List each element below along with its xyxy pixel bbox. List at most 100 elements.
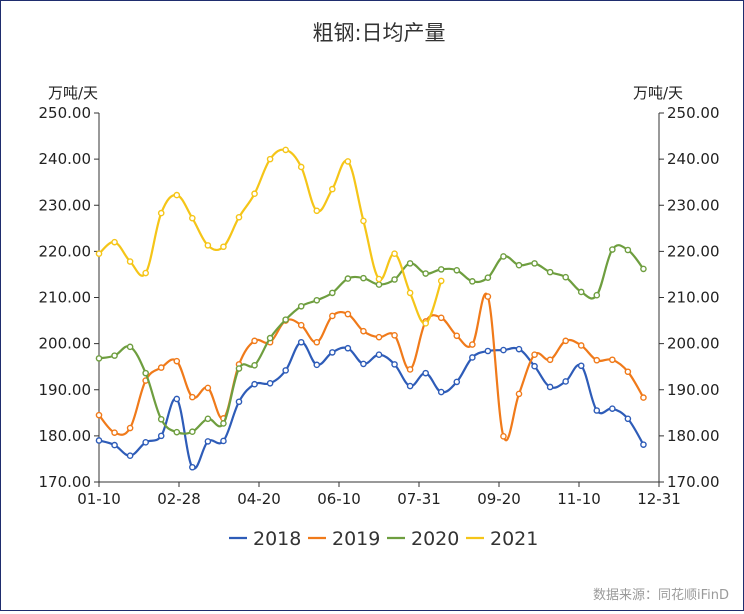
y-tick-label-left: 220.00	[39, 242, 92, 260]
data-point-2021	[406, 289, 414, 297]
y-tick-label-left: 250.00	[39, 104, 92, 122]
data-point-2020	[157, 415, 165, 423]
data-point-2019	[391, 332, 398, 339]
data-point-2018	[437, 388, 445, 396]
data-point-2020	[484, 274, 492, 281]
data-point-2021	[313, 207, 321, 215]
data-point-2021	[297, 163, 305, 171]
data-point-2019	[329, 312, 336, 320]
data-point-2019	[453, 332, 461, 340]
data-point-2018	[157, 432, 165, 440]
x-tick-label: 09-20	[477, 490, 521, 508]
data-point-2019	[204, 384, 212, 392]
x-tick-label: 11-10	[557, 490, 601, 508]
series-line-2021	[98, 148, 443, 325]
y-tick-label-right: 180.00	[667, 427, 720, 445]
data-point-2021	[344, 158, 352, 165]
y-axis-unit-left: 万吨/天	[48, 84, 98, 102]
data-point-2020	[95, 355, 103, 362]
data-point-2021	[95, 250, 103, 257]
legend-label-2021: 2021	[490, 528, 538, 550]
y-tick-label-right: 190.00	[667, 381, 720, 399]
data-point-2019	[593, 356, 601, 364]
data-point-2018	[577, 362, 585, 370]
legend-label-2019: 2019	[332, 528, 380, 550]
data-point-2019	[251, 337, 258, 345]
data-point-2018	[422, 369, 429, 377]
legend: 2018 2019 2020 2021	[229, 528, 538, 550]
data-point-2018	[297, 338, 305, 346]
data-point-2021	[173, 191, 181, 199]
data-point-2020	[515, 261, 523, 269]
data-point-2018	[515, 345, 523, 353]
data-point-2018	[593, 407, 601, 414]
data-point-2018	[282, 367, 289, 374]
data-point-2020	[500, 253, 507, 260]
data-source: 数据来源：同花顺iFinD	[593, 587, 729, 603]
data-point-2018	[406, 382, 414, 390]
data-point-2019	[546, 356, 554, 364]
data-point-2018	[111, 441, 118, 449]
y-tick-label-left: 200.00	[39, 335, 92, 353]
data-point-2018	[546, 383, 554, 391]
y-tick-label-right: 240.00	[667, 150, 720, 168]
data-point-2020	[282, 316, 289, 323]
data-point-2019	[344, 310, 352, 318]
series-lines	[95, 146, 647, 471]
data-point-2020	[297, 302, 305, 310]
data-point-2021	[204, 242, 212, 249]
data-point-2019	[531, 351, 538, 358]
legend-label-2018: 2018	[253, 528, 301, 550]
data-point-2018	[173, 395, 181, 403]
data-point-2020	[422, 270, 429, 277]
series-line-2019	[98, 292, 645, 442]
y-tick-label-left: 190.00	[39, 381, 92, 399]
data-point-2021	[220, 243, 227, 251]
data-point-2018	[344, 344, 352, 352]
data-point-2018	[220, 437, 227, 445]
data-point-2018	[469, 354, 476, 361]
y-tick-label-right: 230.00	[667, 196, 720, 214]
data-point-2021	[329, 185, 336, 193]
data-point-2019	[111, 429, 118, 436]
data-point-2019	[360, 327, 367, 335]
data-point-2018	[624, 415, 632, 423]
data-point-2021	[142, 269, 149, 277]
data-point-2020	[375, 281, 383, 288]
series-line-2020	[98, 244, 645, 435]
data-point-2019	[469, 341, 476, 348]
data-point-2018	[360, 360, 367, 368]
y-tick-label-left: 240.00	[39, 150, 92, 168]
data-point-2020	[453, 266, 461, 274]
data-point-2019	[562, 337, 569, 345]
data-point-2020	[469, 278, 476, 285]
data-point-2020	[266, 334, 274, 342]
axes: 170.00 170.00 180.00 180.00 190.00 190.00 200.…	[39, 104, 720, 508]
data-point-2018	[453, 378, 461, 386]
data-point-2019	[437, 314, 445, 322]
y-tick-label-right: 220.00	[667, 242, 720, 260]
data-point-2019	[126, 424, 134, 432]
data-point-2020	[204, 415, 212, 423]
y-axis-unit-right: 万吨/天	[633, 84, 683, 102]
data-point-2019	[640, 394, 647, 401]
data-point-2020	[531, 260, 538, 267]
data-point-2020	[189, 428, 196, 436]
data-point-2021	[360, 217, 367, 225]
data-point-2021	[126, 258, 134, 265]
data-point-2019	[577, 342, 585, 349]
data-point-2020	[391, 276, 398, 283]
series-line-2018	[98, 341, 645, 470]
data-point-2020	[173, 428, 181, 436]
data-point-2019	[406, 366, 414, 373]
data-point-2020	[220, 420, 227, 427]
data-point-2021	[422, 320, 429, 327]
data-point-2021	[437, 277, 445, 285]
data-point-2018	[391, 361, 398, 368]
data-point-2018	[531, 362, 538, 370]
y-tick-label-right: 200.00	[667, 335, 720, 353]
data-point-2021	[391, 250, 398, 257]
data-point-2020	[329, 289, 336, 297]
